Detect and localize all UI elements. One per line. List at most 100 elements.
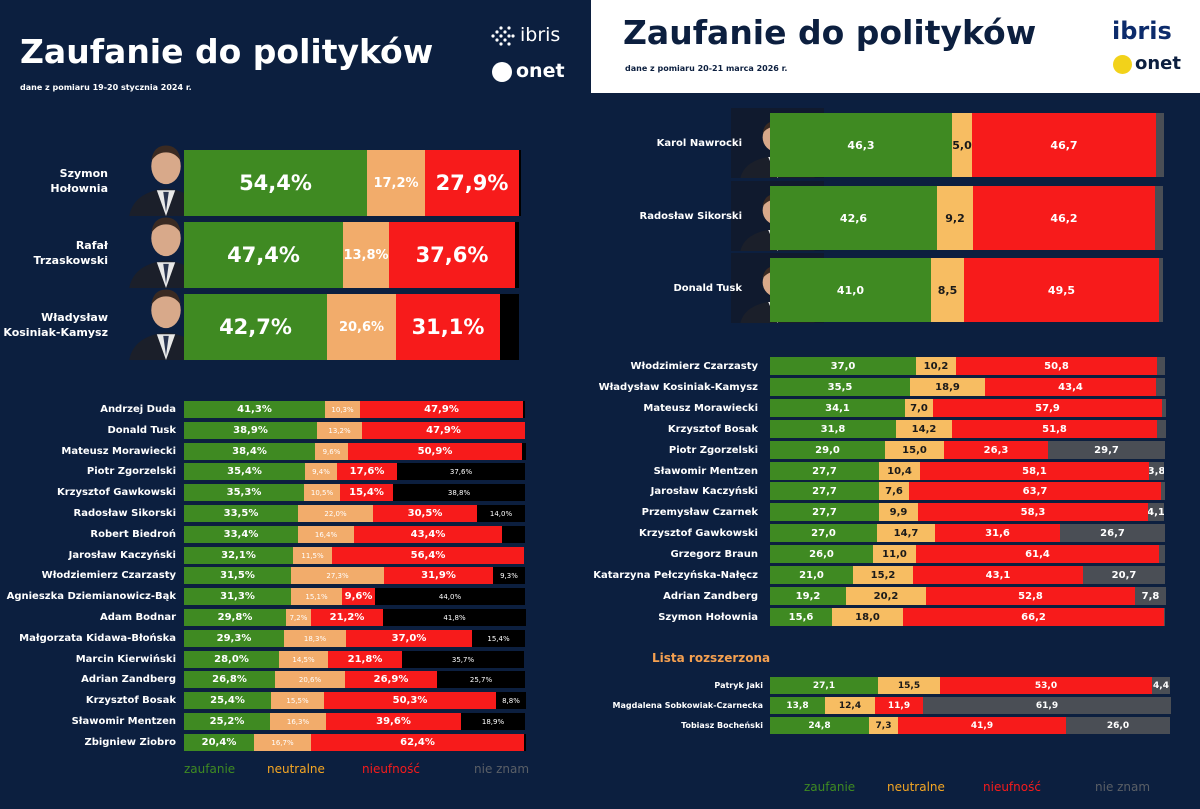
right-row-grzegorz-braun-neutral-bar: 11,0 <box>873 545 916 563</box>
right-row-jarosław-kaczyński-name: Jarosław Kaczyński <box>650 486 758 497</box>
right-row-władysław-kosiniak-kamysz-trust-bar: 35,5 <box>770 378 910 396</box>
right-logo-onet: onet <box>1135 53 1181 74</box>
left-row-jarosław-kaczyński-distrust-bar: 56,4% <box>332 547 524 564</box>
left-row-piotr-zgorzelski-name: Piotr Zgorzelski <box>86 466 176 477</box>
right-extended-patryk-jaki-trust-bar: 27,1 <box>770 677 878 694</box>
right-row-władysław-kosiniak-kamysz-unknown-bar <box>1156 378 1165 396</box>
right-featured-donald-tusk-distrust-bar: 49,5 <box>964 258 1159 322</box>
left-row-jarosław-kaczyński-neutral-bar: 11,5% <box>293 547 332 564</box>
left-featured-hołownia-neutral-bar: 17,2% <box>367 150 425 216</box>
right-featured-radosław-sikorski-name: Radosław Sikorski <box>639 211 742 222</box>
left-row-piotr-zgorzelski-distrust-bar: 17,6% <box>337 463 397 480</box>
left-featured-trzaskowski-unknown-bar <box>515 222 519 288</box>
left-featured-kosiniak-kamysz-neutral-bar: 20,6% <box>327 294 396 360</box>
right-row-włodzimierz-czarzasty-unknown-bar <box>1157 357 1165 375</box>
left-legend-unknown: nie znam <box>474 762 530 776</box>
left-legend-trust: zaufanie <box>184 762 236 776</box>
left-row-krzysztof-bosak-distrust-bar: 50,3% <box>324 692 496 709</box>
right-row-sławomir-mentzen-unknown-bar: 3,8 <box>1149 462 1164 480</box>
right-row-jarosław-kaczyński-unknown-bar <box>1161 482 1165 500</box>
right-row-sławomir-mentzen-distrust-bar: 58,1 <box>920 462 1149 480</box>
right-row-przemysław-czarnek-unknown-bar: 4,1 <box>1148 503 1164 521</box>
left-title: Zaufanie do polityków <box>20 32 434 71</box>
left-row-agnieszka-dziemianowicz-bąk-trust-bar: 31,3% <box>184 588 291 605</box>
right-row-krzysztof-bosak-unknown-bar <box>1157 420 1166 438</box>
right-row-włodzimierz-czarzasty-distrust-bar: 50,8 <box>956 357 1157 375</box>
right-featured-radosław-sikorski-distrust-bar: 46,2 <box>973 186 1155 250</box>
right-row-szymon-hołownia-neutral-bar: 18,0 <box>832 608 903 626</box>
left-row-adrian-zandberg-trust-bar: 26,8% <box>184 671 275 688</box>
right-row-włodzimierz-czarzasty-neutral-bar: 10,2 <box>916 357 956 375</box>
left-row-małgorzata-kidawa-błońska-trust-bar: 29,3% <box>184 630 284 647</box>
right-row-szymon-hołownia-trust-bar: 15,6 <box>770 608 832 626</box>
right-extended-tobiasz-bocheński-neutral-bar: 7,3 <box>869 717 898 734</box>
left-row-agnieszka-dziemianowicz-bąk-neutral-bar: 15,1% <box>291 588 342 605</box>
left-row-radosław-sikorski-name: Radosław Sikorski <box>73 508 176 519</box>
right-onet-icon <box>1113 55 1132 74</box>
left-row-agnieszka-dziemianowicz-bąk-unknown-bar: 44,0% <box>375 588 525 605</box>
right-extended-tobiasz-bocheński-unknown-bar: 26,0 <box>1066 717 1170 734</box>
left-row-robert-biedroń-distrust-bar: 43,4% <box>354 526 502 543</box>
left-row-adam-bodnar-name: Adam Bodnar <box>100 612 176 623</box>
left-row-włodziemierz-czarzasty-trust-bar: 31,5% <box>184 567 291 584</box>
right-featured-radosław-sikorski-neutral-bar: 9,2 <box>937 186 973 250</box>
right-extended-patryk-jaki-unknown-bar: 4,4 <box>1152 677 1170 694</box>
right-row-sławomir-mentzen-name: Sławomir Mentzen <box>653 466 758 477</box>
left-row-mateusz-morawiecki-distrust-bar: 50,9% <box>348 443 522 460</box>
left-row-adrian-zandberg-distrust-bar: 26,9% <box>345 671 437 688</box>
left-featured-trzaskowski-name: Rafał Trzaskowski <box>33 239 108 267</box>
left-row-krzysztof-gawkowski-neutral-bar: 10,5% <box>304 484 340 501</box>
left-row-zbigniew-ziobro-unknown-bar <box>524 734 526 751</box>
left-row-mateusz-morawiecki-unknown-bar <box>522 443 526 460</box>
left-legend-distrust: nieufność <box>362 762 420 776</box>
right-row-przemysław-czarnek-trust-bar: 27,7 <box>770 503 879 521</box>
right-subtitle: dane z pomiaru 20-21 marca 2026 r. <box>625 64 788 73</box>
left-row-adam-bodnar-distrust-bar: 21,2% <box>311 609 383 626</box>
right-row-adrian-zandberg-trust-bar: 19,2 <box>770 587 846 605</box>
left-row-adam-bodnar-unknown-bar: 41,8% <box>383 609 526 626</box>
right-row-mateusz-morawiecki-distrust-bar: 57,9 <box>933 399 1162 417</box>
right-row-krzysztof-gawkowski-trust-bar: 27,0 <box>770 524 877 542</box>
right-row-grzegorz-braun-trust-bar: 26,0 <box>770 545 873 563</box>
right-row-jarosław-kaczyński-distrust-bar: 63,7 <box>909 482 1161 500</box>
right-row-katarzyna-pełczyńska-nałęcz-trust-bar: 21,0 <box>770 566 853 584</box>
right-row-włodzimierz-czarzasty-trust-bar: 37,0 <box>770 357 916 375</box>
right-featured-karol-nawrocki-unknown-bar <box>1156 113 1164 177</box>
right-extended-tobiasz-bocheński-distrust-bar: 41,9 <box>898 717 1066 734</box>
right-featured-karol-nawrocki-name: Karol Nawrocki <box>656 138 742 149</box>
left-row-krzysztof-gawkowski-name: Krzysztof Gawkowski <box>57 487 176 498</box>
onet-icon <box>492 62 512 82</box>
right-row-władysław-kosiniak-kamysz-distrust-bar: 43,4 <box>985 378 1156 396</box>
right-extended-tobiasz-bocheński-name: Tobiasz Bocheński <box>681 721 763 730</box>
left-row-radosław-sikorski-unknown-bar: 14,0% <box>477 505 525 522</box>
right-row-piotr-zgorzelski-name: Piotr Zgorzelski <box>668 445 758 456</box>
right-row-adrian-zandberg-name: Adrian Zandberg <box>663 591 758 602</box>
left-row-andrzej-duda-name: Andrzej Duda <box>100 404 176 415</box>
left-row-krzysztof-bosak-unknown-bar: 8,8% <box>496 692 526 709</box>
right-row-krzysztof-gawkowski-distrust-bar: 31,6 <box>935 524 1060 542</box>
left-row-marcin-kierwiński-distrust-bar: 21,8% <box>328 651 402 668</box>
left-row-krzysztof-gawkowski-unknown-bar: 38,8% <box>393 484 525 501</box>
right-featured-karol-nawrocki-neutral-bar: 5,0 <box>952 113 972 177</box>
right-row-katarzyna-pełczyńska-nałęcz-distrust-bar: 43,1 <box>913 566 1083 584</box>
left-row-marcin-kierwiński-trust-bar: 28,0% <box>184 651 279 668</box>
left-row-krzysztof-gawkowski-distrust-bar: 15,4% <box>340 484 393 501</box>
left-row-mateusz-morawiecki-name: Mateusz Morawiecki <box>61 446 176 457</box>
left-row-małgorzata-kidawa-błońska-unknown-bar: 15,4% <box>472 630 525 647</box>
right-row-grzegorz-braun-distrust-bar: 61,4 <box>916 545 1159 563</box>
right-legend-neutral: neutralne <box>887 780 945 794</box>
right-row-władysław-kosiniak-kamysz-neutral-bar: 18,9 <box>910 378 985 396</box>
right-extended-patryk-jaki-neutral-bar: 15,5 <box>878 677 940 694</box>
left-row-włodziemierz-czarzasty-neutral-bar: 27,3% <box>291 567 384 584</box>
left-row-adam-bodnar-trust-bar: 29,8% <box>184 609 286 626</box>
left-row-radosław-sikorski-neutral-bar: 22,0% <box>298 505 373 522</box>
right-featured-radosław-sikorski-trust-bar: 42,6 <box>770 186 937 250</box>
left-row-marcin-kierwiński-unknown-bar: 35,7% <box>402 651 524 668</box>
right-row-sławomir-mentzen-trust-bar: 27,7 <box>770 462 879 480</box>
right-row-grzegorz-braun-unknown-bar <box>1159 545 1165 563</box>
left-row-włodziemierz-czarzasty-name: Włodziemierz Czarzasty <box>41 570 176 581</box>
left-featured-hołownia-name: Szymon Hołownia <box>50 167 108 195</box>
left-row-sławomir-mentzen-distrust-bar: 39,6% <box>326 713 461 730</box>
left-row-andrzej-duda-trust-bar: 41,3% <box>184 401 325 418</box>
right-legend-unknown: nie znam <box>1095 780 1151 794</box>
